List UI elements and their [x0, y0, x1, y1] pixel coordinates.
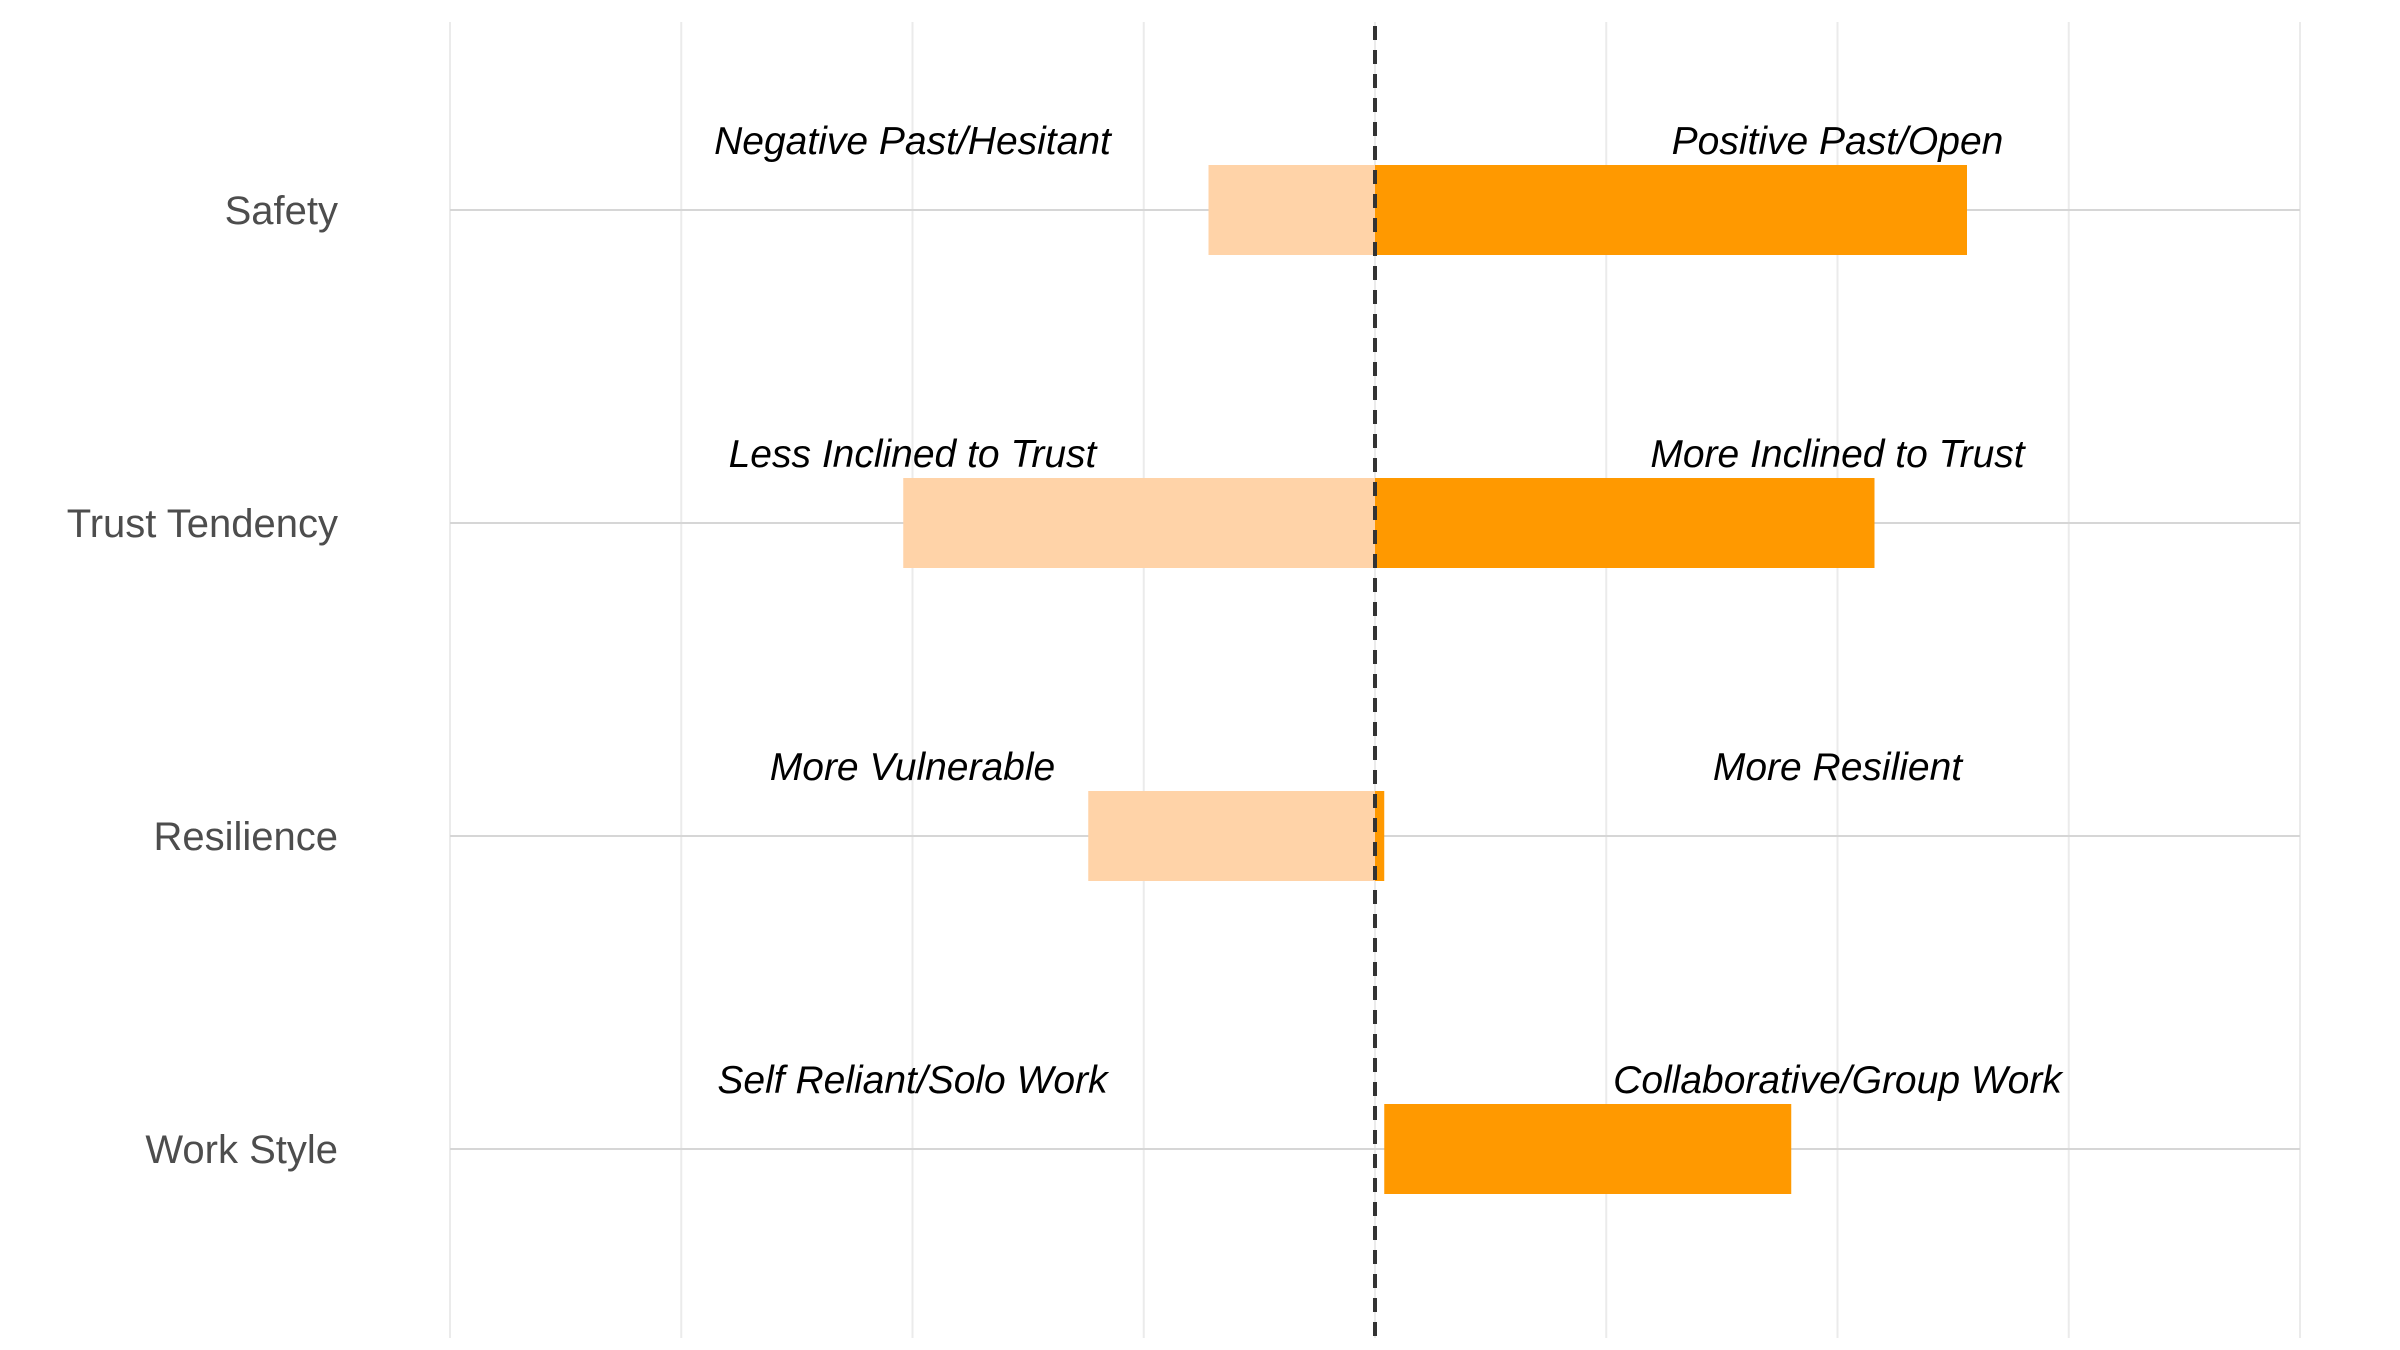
- labels: Safety Negative Past/Hesitant Positive Pas…: [67, 120, 2065, 1172]
- left-pole-label: More Vulnerable: [770, 746, 1055, 789]
- bar-negative: [1088, 791, 1375, 881]
- category-label: Resilience: [153, 815, 338, 859]
- left-pole-label: Less Inclined to Trust: [729, 433, 1099, 476]
- bar-positive: [1375, 478, 1875, 568]
- category-label: Work Style: [145, 1128, 338, 1172]
- left-pole-label: Self Reliant/Solo Work: [717, 1059, 1110, 1102]
- category-label: Safety: [225, 189, 338, 233]
- right-pole-label: More Resilient: [1713, 746, 1964, 789]
- right-pole-label: Positive Past/Open: [1672, 120, 2004, 163]
- left-pole-label: Negative Past/Hesitant: [714, 120, 1113, 163]
- category-label: Trust Tendency: [67, 502, 338, 546]
- right-pole-label: Collaborative/Group Work: [1613, 1059, 2064, 1102]
- bar-positive: [1384, 1104, 1792, 1194]
- bar-negative: [1208, 165, 1375, 255]
- bar-positive: [1375, 165, 1967, 255]
- right-pole-label: More Inclined to Trust: [1650, 433, 2026, 476]
- bar-positive: [1375, 791, 1385, 881]
- bar-negative: [903, 478, 1375, 568]
- bars: [903, 165, 1967, 1194]
